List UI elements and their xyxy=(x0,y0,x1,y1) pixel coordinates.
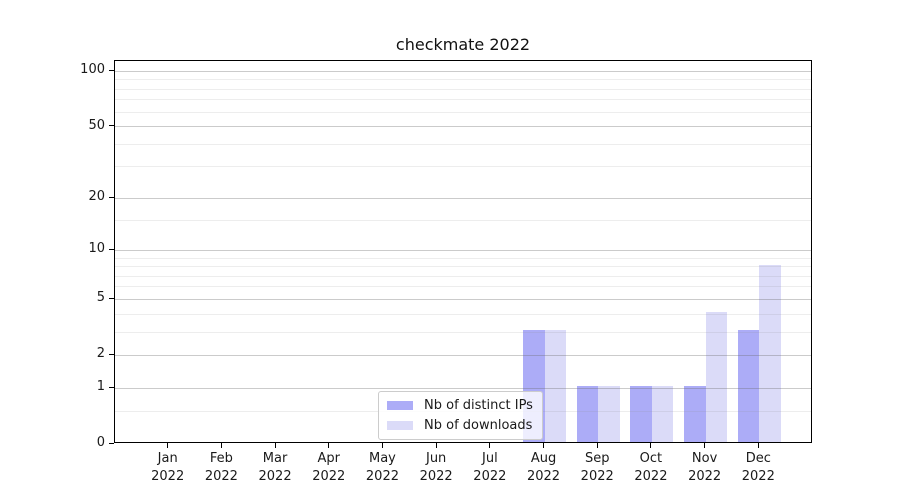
x-tick-label-jul: Jul 2022 xyxy=(459,450,521,485)
x-tick-label-feb: Feb 2022 xyxy=(190,450,252,485)
bar-ips-nov xyxy=(684,386,706,442)
y-tickmark-100 xyxy=(109,69,114,71)
x-tickmark-aug xyxy=(543,443,545,448)
legend-row-ips: Nb of distinct IPs xyxy=(387,397,533,414)
x-tick-label-line: 2022 xyxy=(365,468,399,484)
bar-downloads-nov xyxy=(705,312,728,442)
x-tick-label-line: Jun xyxy=(425,451,447,466)
x-tick-label-line: Mar xyxy=(262,451,288,466)
x-tickmark-jul xyxy=(489,443,491,448)
y-tickmark-1 xyxy=(109,386,114,388)
legend: Nb of distinct IPs Nb of downloads xyxy=(378,391,543,440)
x-tick-label-line: Sep xyxy=(584,451,610,466)
x-tick-label-line: 2022 xyxy=(526,468,561,484)
y-tickmark-50 xyxy=(109,125,114,127)
x-tick-label-line: 2022 xyxy=(151,468,185,484)
legend-label-downloads: Nb of downloads xyxy=(424,418,533,433)
x-tick-label-line: 2022 xyxy=(741,468,775,484)
bars-layer xyxy=(115,61,811,442)
x-tick-label-line: 2022 xyxy=(580,468,614,484)
y-tick-label-0: 0 xyxy=(96,435,105,450)
plot-area xyxy=(114,60,812,443)
x-tickmark-nov xyxy=(704,443,706,448)
x-tick-label-line: 2022 xyxy=(258,468,292,484)
y-tick-label-10: 10 xyxy=(88,241,105,257)
bar-ips-oct xyxy=(630,386,652,442)
x-tickmark-may xyxy=(381,443,383,448)
x-tickmark-oct xyxy=(650,443,652,448)
x-tick-label-line: Jan xyxy=(157,451,178,466)
x-tick-label-dec: Dec 2022 xyxy=(727,450,789,485)
x-tick-label-line: Oct xyxy=(639,451,663,466)
legend-label-ips: Nb of distinct IPs xyxy=(424,398,533,413)
y-tickmark-20 xyxy=(109,196,114,198)
x-tick-label-may: May 2022 xyxy=(351,450,413,485)
x-tick-label-oct: Oct 2022 xyxy=(620,450,682,485)
x-tick-label-jan: Jan 2022 xyxy=(137,450,199,485)
x-tick-label-line: 2022 xyxy=(688,468,722,484)
x-tickmark-mar xyxy=(274,443,276,448)
x-tick-label-line: Nov xyxy=(691,451,718,466)
x-tick-label-line: 2022 xyxy=(634,468,668,484)
y-tick-label-20: 20 xyxy=(88,189,105,205)
x-tick-label-mar: Mar 2022 xyxy=(244,450,306,485)
x-tick-label-nov: Nov 2022 xyxy=(674,450,736,485)
y-tick-label-1: 1 xyxy=(96,379,105,395)
bar-ips-dec xyxy=(737,330,760,442)
bar-downloads-oct xyxy=(651,386,674,442)
x-tick-label-sep: Sep 2022 xyxy=(566,450,628,485)
y-tickmark-2 xyxy=(109,353,114,355)
y-tick-label-100: 100 xyxy=(80,62,105,78)
x-tickmark-apr xyxy=(328,443,330,448)
x-tick-label-line: 2022 xyxy=(473,468,507,484)
x-tick-label-line: Dec xyxy=(745,451,771,466)
x-tickmark-sep xyxy=(596,443,598,448)
bar-downloads-aug xyxy=(544,330,566,442)
y-tickmark-10 xyxy=(109,248,114,250)
x-tick-label-aug: Aug 2022 xyxy=(513,450,575,485)
x-tickmark-feb xyxy=(220,443,222,448)
x-tick-label-apr: Apr 2022 xyxy=(298,450,360,485)
bar-ips-sep xyxy=(576,386,599,442)
y-tick-label-2: 2 xyxy=(96,346,105,362)
y-tick-label-5: 5 xyxy=(96,290,105,306)
y-tickmark-0 xyxy=(109,442,114,444)
x-tick-label-line: Aug xyxy=(530,451,557,466)
y-tick-label-50: 50 xyxy=(88,117,105,133)
x-tick-label-line: May xyxy=(369,451,396,466)
x-tick-label-line: Feb xyxy=(209,451,233,466)
x-tick-label-line: 2022 xyxy=(419,468,453,484)
legend-swatch-downloads xyxy=(387,421,413,430)
x-tickmark-dec xyxy=(757,443,759,448)
bar-downloads-sep xyxy=(598,386,620,442)
x-tick-label-line: Jul xyxy=(482,451,498,466)
legend-swatch-ips xyxy=(387,401,413,410)
x-tickmark-jan xyxy=(167,443,169,448)
x-tickmark-jun xyxy=(435,443,437,448)
legend-row-downloads: Nb of downloads xyxy=(387,417,533,434)
x-tick-label-line: 2022 xyxy=(204,468,238,484)
x-tick-label-line: Apr xyxy=(317,451,341,466)
chart-title: checkmate 2022 xyxy=(395,35,531,54)
bar-downloads-dec xyxy=(759,264,781,442)
x-tick-label-line: 2022 xyxy=(312,468,346,484)
y-tickmark-5 xyxy=(109,297,114,299)
x-tick-label-jun: Jun 2022 xyxy=(405,450,467,485)
